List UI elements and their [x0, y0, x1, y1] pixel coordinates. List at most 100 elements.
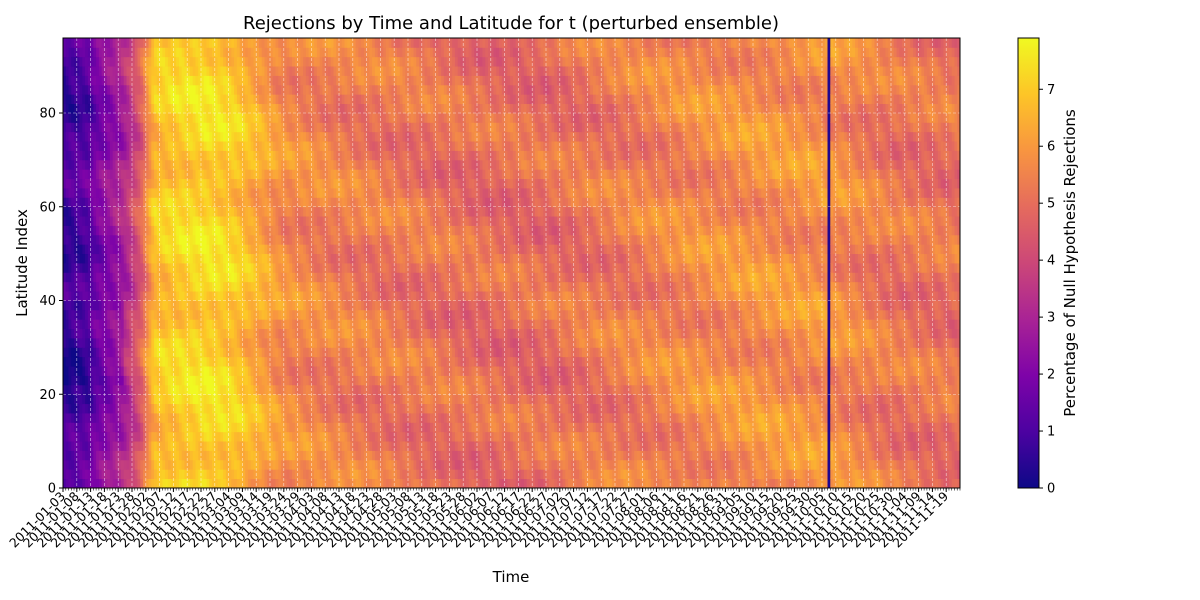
- heatmap-cell: [339, 234, 343, 245]
- heatmap-cell: [101, 403, 105, 414]
- heatmap-cell: [278, 38, 282, 48]
- heatmap-cell: [261, 225, 265, 236]
- heatmap-cell: [68, 459, 72, 470]
- heatmap-cell: [90, 216, 94, 226]
- heatmap-cell: [234, 394, 238, 405]
- heatmap-cell: [297, 422, 301, 433]
- heatmap-cell: [270, 150, 274, 161]
- heatmap-cell: [82, 38, 86, 48]
- heatmap-cell: [107, 347, 111, 358]
- heatmap-cell: [184, 197, 188, 208]
- heatmap-cell: [96, 309, 100, 320]
- heatmap-cell: [322, 103, 326, 114]
- heatmap-cell: [292, 131, 296, 142]
- heatmap-cell: [344, 450, 348, 461]
- heatmap-cell: [253, 47, 257, 58]
- heatmap-cell: [112, 338, 116, 348]
- heatmap-cell: [74, 197, 78, 208]
- heatmap-cell: [283, 253, 287, 264]
- heatmap-cell: [201, 281, 205, 292]
- heatmap-cell: [308, 47, 312, 58]
- heatmap-cell: [319, 450, 323, 461]
- heatmap-cell: [300, 84, 304, 95]
- heatmap-cell: [74, 169, 78, 180]
- heatmap-cell: [278, 347, 282, 358]
- heatmap-cell: [87, 328, 91, 339]
- heatmap-cell: [245, 113, 249, 123]
- heatmap-cell: [104, 169, 108, 180]
- heatmap-cell: [303, 394, 307, 405]
- heatmap-cell: [65, 478, 69, 488]
- heatmap-cell: [283, 459, 287, 470]
- heatmap-cell: [107, 328, 111, 339]
- heatmap-cell: [294, 216, 298, 226]
- heatmap-cell: [300, 75, 304, 86]
- heatmap-cell: [281, 309, 285, 320]
- heatmap-cell: [336, 469, 340, 480]
- heatmap-cell: [192, 206, 196, 217]
- heatmap-cell: [96, 75, 100, 86]
- heatmap-cell: [140, 47, 144, 58]
- heatmap-cell: [283, 47, 287, 58]
- heatmap-cell: [223, 422, 227, 433]
- heatmap-cell: [123, 141, 127, 151]
- heatmap-cell: [134, 431, 138, 442]
- heatmap-cell: [231, 394, 235, 405]
- heatmap-cell: [292, 272, 296, 283]
- heatmap-cell: [294, 197, 298, 208]
- heatmap-cell: [330, 178, 334, 189]
- heatmap-cell: [261, 244, 265, 255]
- heatmap-cell: [63, 431, 67, 442]
- heatmap-cell: [176, 459, 180, 470]
- heatmap-cell: [212, 206, 216, 217]
- heatmap-cell: [123, 131, 127, 142]
- heatmap-cell: [316, 469, 321, 480]
- heatmap-cell: [250, 375, 254, 386]
- heatmap-cell: [63, 66, 67, 76]
- heatmap-cell: [247, 244, 252, 255]
- heatmap-cell: [319, 56, 323, 67]
- heatmap-cell: [129, 47, 133, 58]
- heatmap-cell: [247, 478, 252, 488]
- heatmap-cell: [347, 225, 351, 236]
- heatmap-cell: [93, 469, 97, 480]
- heatmap-cell: [322, 309, 326, 320]
- heatmap-cell: [156, 263, 160, 273]
- heatmap-cell: [283, 169, 287, 180]
- heatmap-cell: [267, 375, 271, 386]
- heatmap-cell: [319, 244, 323, 255]
- heatmap-cell: [173, 403, 177, 414]
- heatmap-cell: [63, 122, 67, 133]
- heatmap-cell: [316, 216, 321, 226]
- heatmap-cell: [303, 441, 307, 451]
- heatmap-cell: [167, 113, 172, 123]
- heatmap-cell: [90, 413, 94, 423]
- heatmap-cell: [87, 56, 91, 67]
- heatmap-cell: [231, 309, 235, 320]
- heatmap-cell: [143, 347, 147, 358]
- heatmap-cell: [270, 375, 274, 386]
- heatmap-cell: [107, 197, 111, 208]
- heatmap-cell: [201, 225, 205, 236]
- heatmap-cell: [281, 159, 285, 170]
- heatmap-cell: [93, 131, 97, 142]
- heatmap-cell: [162, 178, 166, 189]
- heatmap-cell: [247, 309, 252, 320]
- heatmap-cell: [159, 272, 163, 283]
- heatmap-cell: [112, 422, 116, 433]
- heatmap-cell: [71, 413, 75, 423]
- heatmap-cell: [258, 159, 263, 170]
- heatmap-cell: [181, 291, 185, 301]
- heatmap-cell: [115, 47, 119, 58]
- heatmap-cell: [85, 431, 89, 442]
- heatmap-cell: [330, 272, 334, 283]
- heatmap-cell: [305, 159, 310, 170]
- heatmap-cell: [333, 84, 337, 95]
- heatmap-cell: [217, 272, 221, 283]
- heatmap-cell: [151, 225, 155, 236]
- heatmap-cell: [76, 103, 80, 114]
- heatmap-cell: [176, 338, 180, 348]
- heatmap-cell: [203, 206, 207, 217]
- heatmap-cell: [305, 150, 310, 161]
- heatmap-cell: [242, 66, 246, 76]
